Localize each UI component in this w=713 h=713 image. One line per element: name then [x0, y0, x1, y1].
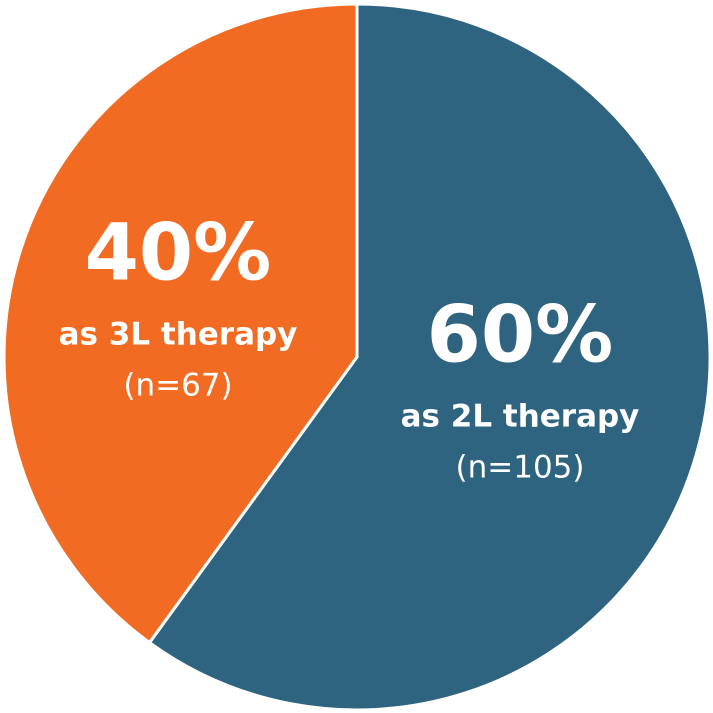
pie-slice — [2, 2, 359, 645]
category-label: as 2L therapy — [401, 399, 640, 435]
value-label: 60% — [427, 290, 614, 380]
sample-label: (n=67) — [123, 368, 232, 404]
value-label: 40% — [85, 208, 272, 298]
sample-label: (n=105) — [456, 450, 585, 486]
category-label: as 3L therapy — [59, 317, 298, 353]
pie-slice — [148, 2, 712, 712]
